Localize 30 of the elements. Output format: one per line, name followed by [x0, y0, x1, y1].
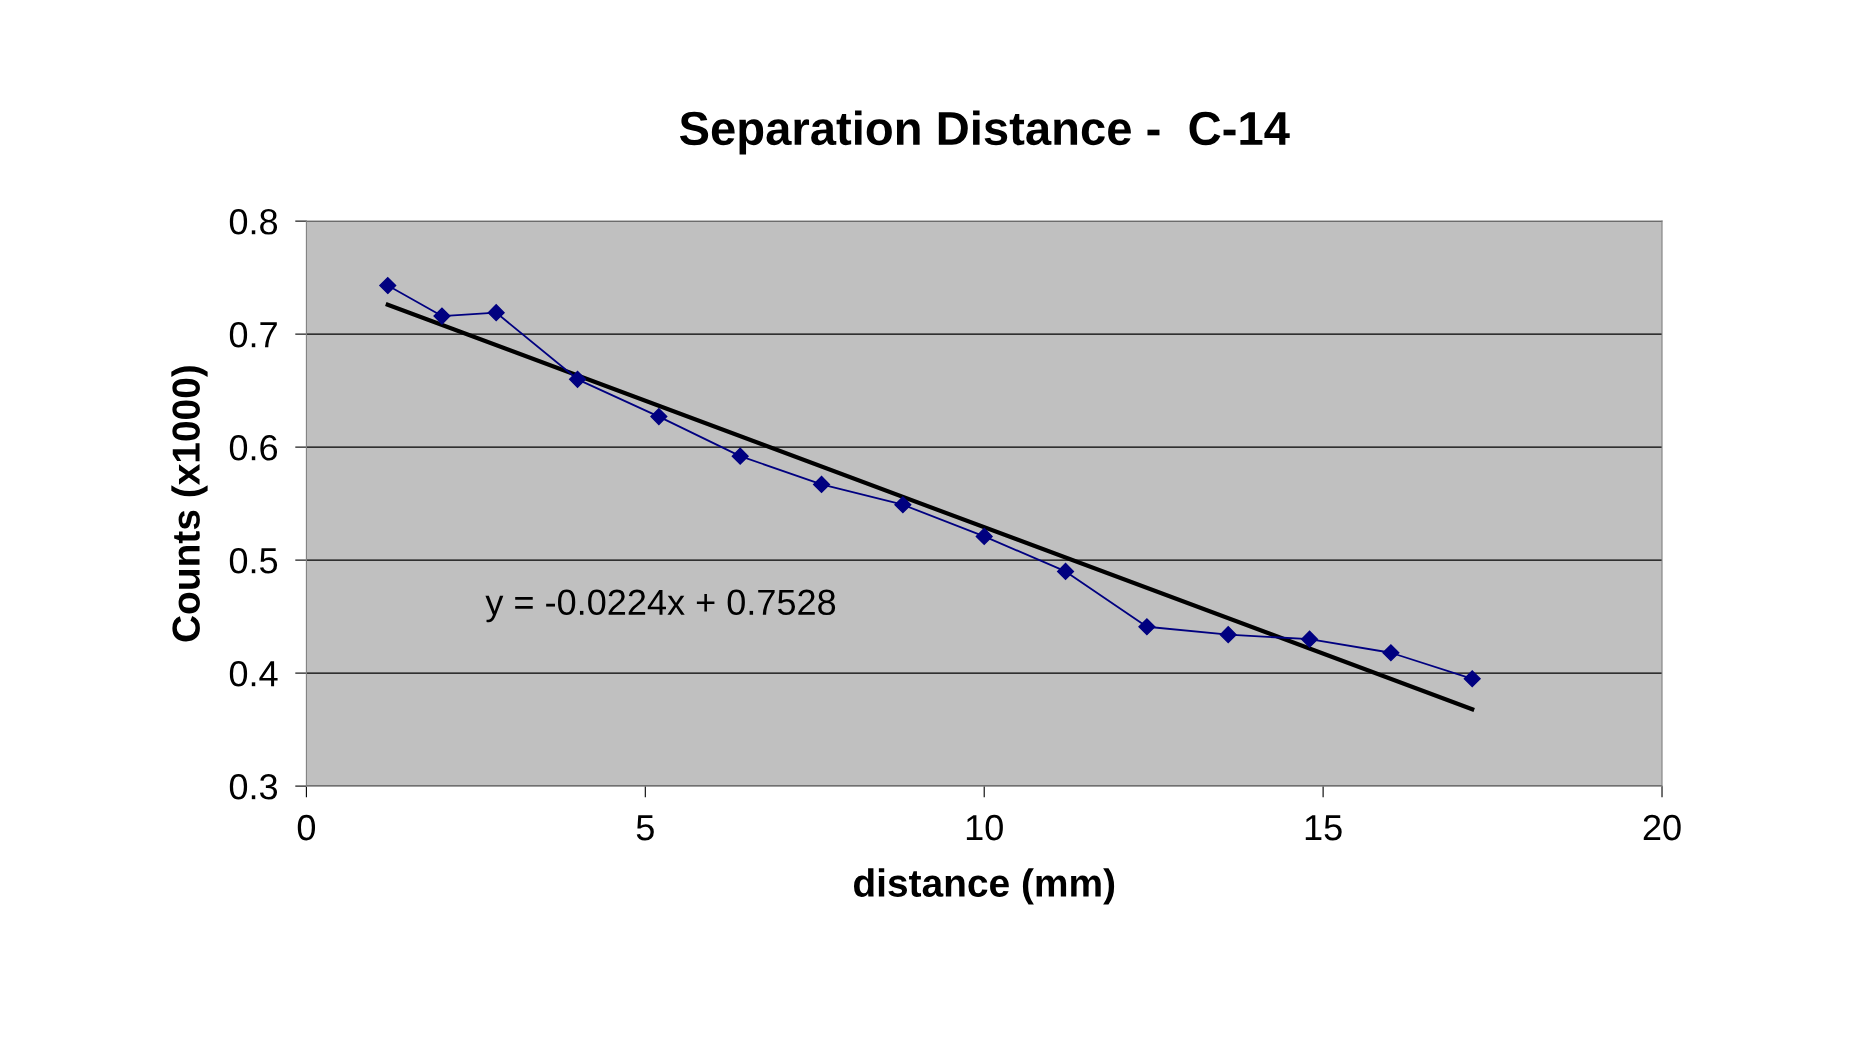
y-tick-label: 0.6	[229, 434, 278, 461]
point	[433, 307, 451, 325]
point	[1301, 630, 1319, 648]
x-tick-label: 0	[297, 814, 316, 841]
annotation: y = -0.0224x + 0.7528	[485, 589, 836, 623]
point	[379, 276, 397, 295]
point	[975, 527, 993, 545]
x-tick-label: 10	[966, 814, 1003, 841]
y-tick-label: 0.3	[229, 773, 278, 800]
point	[1463, 670, 1481, 688]
y-tick-label: 0.7	[229, 321, 277, 348]
point	[1382, 644, 1400, 662]
point	[487, 304, 505, 322]
x-tick-label: 5	[636, 815, 654, 841]
point	[650, 408, 668, 426]
y-tick-label: 0.5	[229, 547, 278, 574]
x-tick-label: 15	[1305, 815, 1342, 841]
point	[1219, 626, 1237, 644]
point	[568, 370, 587, 388]
y-tick-label: 0.8	[229, 208, 278, 235]
point	[731, 447, 749, 465]
point	[812, 475, 831, 493]
point	[1138, 618, 1156, 636]
y-axis-title: Counts (x1000)	[171, 366, 208, 642]
point	[1056, 562, 1075, 580]
y-tick-label: 0.4	[229, 660, 278, 687]
x-tick-label: 20	[1643, 814, 1681, 841]
x-axis-title: distance (mm)	[854, 868, 1115, 905]
chart-title: Separation Distance - C-14	[679, 110, 1290, 155]
point	[894, 496, 912, 514]
